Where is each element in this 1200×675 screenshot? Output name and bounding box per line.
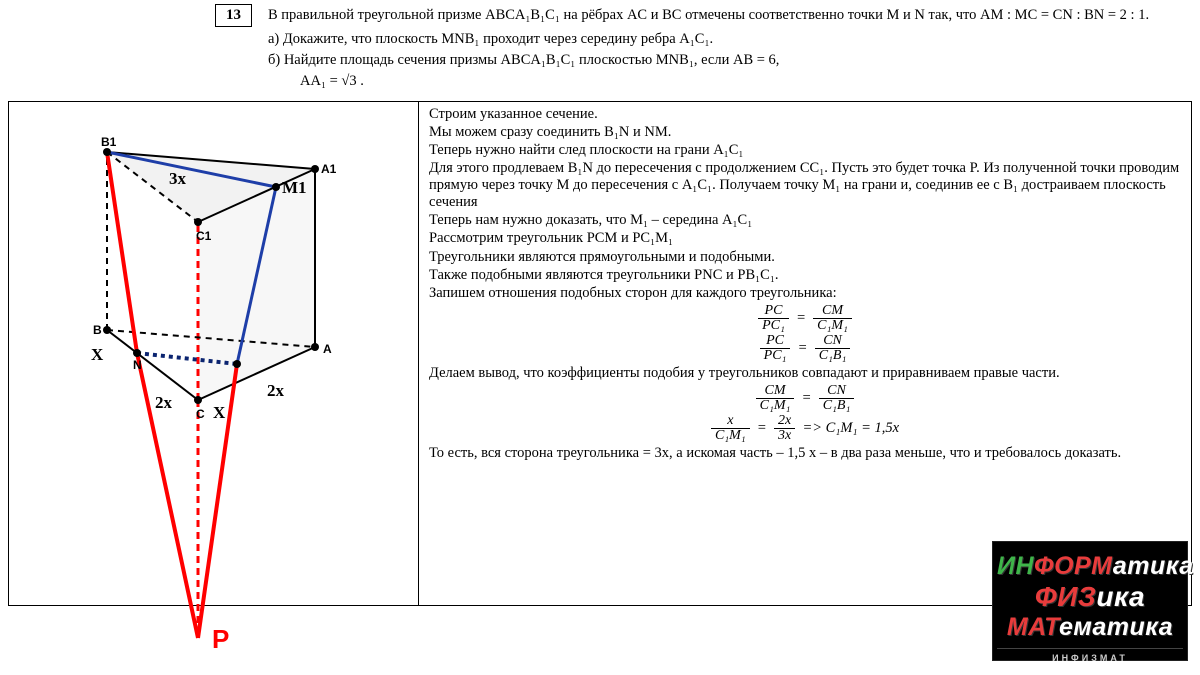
- sol-l10: Делаем вывод, что коэффициенты подобия у…: [429, 365, 1181, 382]
- content-box: B1 A1 C1 M1 B A C N P X 2x 2x 3x X Строи…: [8, 101, 1192, 606]
- sol-l2: Мы можем сразу соединить B₁N и NM.: [429, 124, 1181, 141]
- sol-l1: Строим указанное сечение.: [429, 106, 1181, 123]
- svg-text:B: B: [93, 323, 102, 337]
- problem-header: 13 В правильной треугольной призме ABCA₁…: [0, 0, 1200, 28]
- svg-text:2x: 2x: [155, 393, 173, 412]
- svg-text:P: P: [212, 624, 229, 654]
- logo-line-3: МАТематика: [997, 613, 1183, 642]
- logo-line-1: ИНФОРМатика: [997, 552, 1183, 581]
- solution-panel: Строим указанное сечение. Мы можем сразу…: [419, 102, 1191, 605]
- svg-text:A1: A1: [321, 162, 337, 176]
- svg-text:B1: B1: [101, 135, 117, 149]
- svg-text:N: N: [133, 358, 142, 372]
- problem-part-a: а) Докажите, что плоскость MNB₁ проходит…: [268, 30, 1180, 49]
- problem-number-box: 13: [215, 4, 252, 27]
- sol-l3: Теперь нужно найти след плоскости на гра…: [429, 142, 1181, 159]
- problem-statement: В правильной треугольной призме ABCA₁B₁C…: [268, 6, 1180, 24]
- sol-l8: Также подобными являются треугольники PN…: [429, 267, 1181, 284]
- sol-l5: Теперь нам нужно доказать, что M₁ – сере…: [429, 212, 1181, 229]
- brand-logo: ИНФОРМатика ФИЗика МАТематика ИНФИЗМАТ: [992, 541, 1188, 661]
- svg-text:A: A: [323, 342, 332, 356]
- sol-l9: Запишем отношения подобных сторон для ка…: [429, 285, 1181, 302]
- sol-l6: Рассмотрим треугольник PCM и PC₁M₁: [429, 230, 1181, 247]
- eq-block-2: CMC₁M₁ = CNC₁B₁ xC₁M₁ = 2x3x => C₁M₁ = 1…: [429, 384, 1181, 443]
- svg-text:X: X: [91, 345, 104, 364]
- svg-text:X: X: [213, 403, 226, 422]
- eq-block-1: PCPC₁ = CMC₁M₁ PCPC₁ = CNC₁B₁: [429, 304, 1181, 363]
- sol-l11: То есть, вся сторона треугольника = 3x, …: [429, 445, 1181, 462]
- sol-l4: Для этого продлеваем B₁N до пересечения …: [429, 160, 1181, 211]
- svg-text:M1: M1: [282, 178, 307, 197]
- svg-text:2x: 2x: [267, 381, 285, 400]
- svg-text:C: C: [196, 407, 205, 421]
- svg-text:3x: 3x: [169, 169, 187, 188]
- prism-diagram: B1 A1 C1 M1 B A C N P X 2x 2x 3x X: [0, 108, 449, 668]
- problem-part-b-cont: AA₁ = √3 .: [268, 72, 1180, 91]
- problem-parts: а) Докажите, что плоскость MNB₁ проходит…: [0, 30, 1200, 97]
- diagram-panel: B1 A1 C1 M1 B A C N P X 2x 2x 3x X: [9, 102, 419, 605]
- sol-l7: Треугольники являются прямоугольными и п…: [429, 249, 1181, 266]
- logo-line-2: ФИЗика: [997, 581, 1183, 613]
- eq4-result: => C₁M₁ = 1,5x: [802, 420, 899, 436]
- problem-part-b: б) Найдите площадь сечения призмы ABCA₁B…: [268, 51, 1180, 70]
- logo-footer: ИНФИЗМАТ: [997, 648, 1183, 663]
- svg-text:C1: C1: [196, 229, 212, 243]
